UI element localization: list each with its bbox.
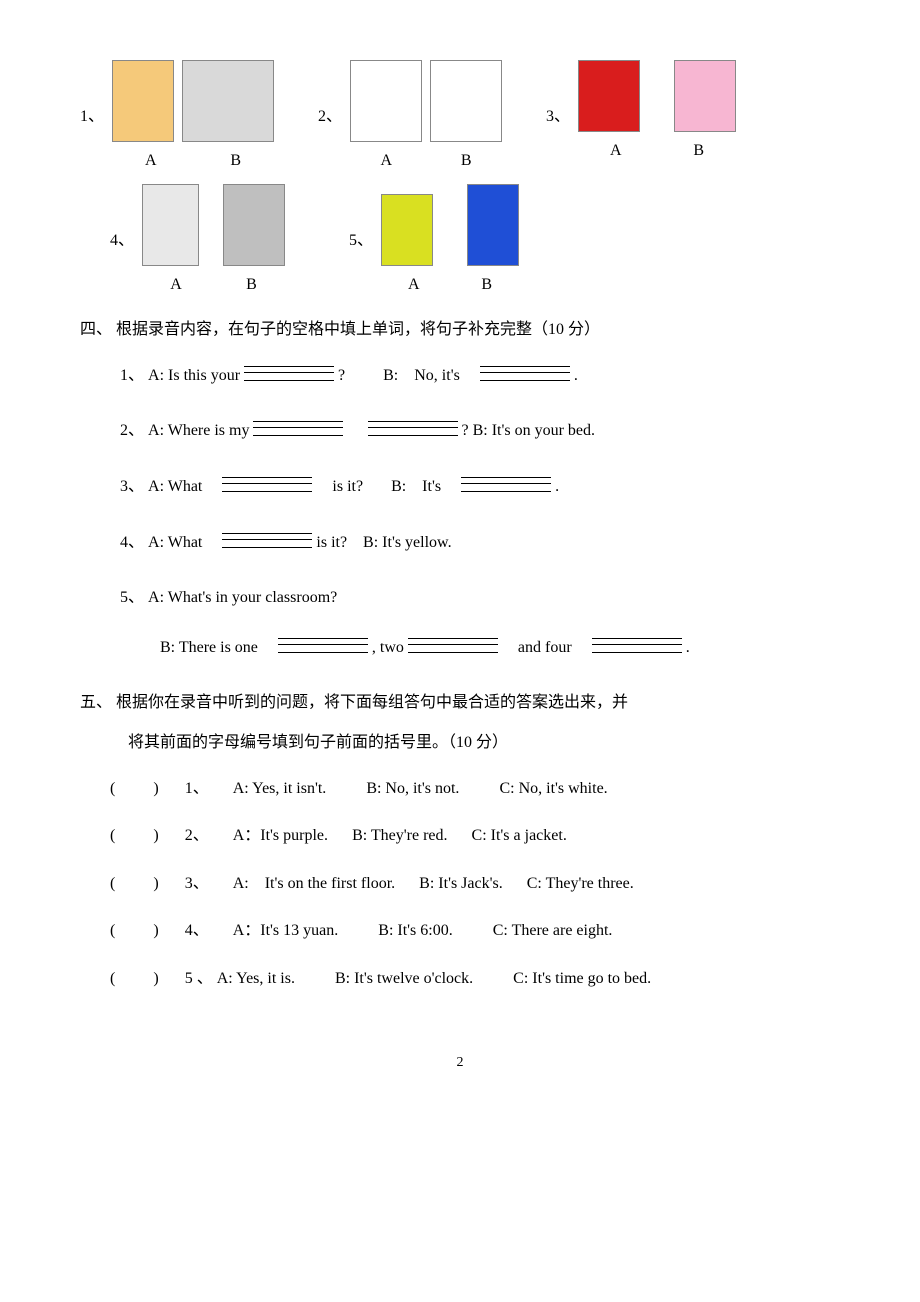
sec5-q4: ( ) 4、 A：It's 13 yuan. B: It's 6:00. C: … bbox=[110, 918, 840, 944]
sec5-q5-num: 5 、 bbox=[185, 970, 213, 987]
sec4-q3-a-pre: A: What bbox=[148, 478, 218, 495]
q1-num: 1、 bbox=[80, 104, 104, 130]
q2-imgA bbox=[350, 60, 422, 142]
sec4-q4-num: 4、 bbox=[120, 534, 144, 551]
sec5-q1: ( ) 1、 A: Yes, it isn't. B: No, it's not… bbox=[110, 776, 840, 802]
paren[interactable]: ( ) bbox=[110, 780, 161, 797]
sec4-q3-b-post: . bbox=[555, 478, 559, 495]
q4-group: A B bbox=[138, 184, 289, 298]
sec4-q5-b-pre: B: There is one bbox=[160, 639, 274, 656]
sec4-q5a: 5、 A: What's in your classroom? bbox=[120, 585, 840, 611]
sec4-q1-a-post: ? bbox=[338, 367, 345, 384]
sec5-q1-a: A: Yes, it isn't. bbox=[233, 780, 327, 797]
sec5-q3-b: B: It's Jack's. bbox=[419, 875, 503, 892]
sec4-q1-b-pre: B: No, it's bbox=[383, 367, 476, 384]
sec5-q2-b: B: They're red. bbox=[352, 827, 447, 844]
sec5-q4-c: C: There are eight. bbox=[493, 922, 613, 939]
q5-imgA bbox=[381, 194, 433, 266]
sec4-q2: 2、 A: Where is my ? B: It's on your bed. bbox=[120, 418, 840, 444]
q5-imgB bbox=[467, 184, 519, 266]
q4-imgB bbox=[223, 184, 285, 266]
page-number: 2 bbox=[80, 1052, 840, 1074]
q4-imgA bbox=[142, 184, 199, 266]
sec4-q5b: B: There is one , two and four . bbox=[160, 635, 840, 661]
sec4-q1: 1、 A: Is this your ? B: No, it's . bbox=[120, 363, 840, 389]
sec4-q5-a: A: What's in your classroom? bbox=[148, 589, 337, 606]
paren[interactable]: ( ) bbox=[110, 875, 161, 892]
q3-imgA bbox=[578, 60, 640, 132]
q2-labelA: A bbox=[380, 148, 392, 174]
sec4-q1-a-pre: A: Is this your bbox=[148, 367, 244, 384]
sec5-q5-b: B: It's twelve o'clock. bbox=[335, 970, 473, 987]
q3-labelA: A bbox=[610, 138, 622, 164]
q1-labelB: B bbox=[230, 148, 241, 174]
q4-labelB: B bbox=[246, 272, 257, 298]
q5-num: 5、 bbox=[349, 228, 373, 254]
sec4-q5-b-mid2: and four bbox=[502, 639, 588, 656]
sec5-q1-num: 1、 bbox=[185, 780, 209, 797]
q5-labelA: A bbox=[408, 272, 420, 298]
sec4-q2-a-pre: A: Where is my bbox=[148, 422, 253, 439]
q2-labelB: B bbox=[461, 148, 472, 174]
sec4-q2-a-post: ? B: It's on your bed. bbox=[462, 422, 596, 439]
sec5-q2-c: C: It's a jacket. bbox=[472, 827, 567, 844]
sec5-q5: ( ) 5 、 A: Yes, it is. B: It's twelve o'… bbox=[110, 966, 840, 992]
sec5-title2: 将其前面的字母编号填到句子前面的括号里。（10 分） bbox=[128, 730, 840, 756]
sec5-q3-num: 3、 bbox=[185, 875, 209, 892]
sec4-q3: 3、 A: What is it? B: It's . bbox=[120, 474, 840, 500]
q2-group: A B bbox=[346, 60, 506, 174]
sec5-q3-a: A: It's on the first floor. bbox=[233, 875, 395, 892]
q1-group: A B bbox=[108, 60, 278, 174]
q2-num: 2、 bbox=[318, 104, 342, 130]
q4-num: 4、 bbox=[110, 228, 134, 254]
sec5-title1: 五、 根据你在录音中听到的问题，将下面每组答句中最合适的答案选出来，并 bbox=[80, 690, 840, 716]
q3-labelB: B bbox=[693, 138, 704, 164]
q1-imgB bbox=[182, 60, 274, 142]
sec4-q1-b-post: . bbox=[574, 367, 578, 384]
sec4-q3-a-mid: is it? bbox=[316, 478, 363, 495]
sec5-q1-b: B: No, it's not. bbox=[366, 780, 459, 797]
paren[interactable]: ( ) bbox=[110, 922, 161, 939]
q3-num: 3、 bbox=[546, 104, 570, 130]
sec4-q4: 4、 A: What is it? B: It's yellow. bbox=[120, 530, 840, 556]
sec4-q5-b-mid1: , two bbox=[372, 639, 408, 656]
sec5-q5-c: C: It's time go to bed. bbox=[513, 970, 651, 987]
q3-imgB bbox=[674, 60, 736, 132]
q4-labelA: A bbox=[170, 272, 182, 298]
sec4-title: 四、 根据录音内容，在句子的空格中填上单词，将句子补充完整（10 分） bbox=[80, 317, 840, 343]
sec5-q2: ( ) 2、 A：It's purple. B: They're red. C:… bbox=[110, 823, 840, 849]
q5-labelB: B bbox=[481, 272, 492, 298]
q1-labelA: A bbox=[145, 148, 157, 174]
q5-group: A B bbox=[377, 184, 523, 298]
q3-group: A B bbox=[574, 60, 740, 164]
worksheet-page: 1、 A B 2、 A B 3、 bbox=[0, 0, 920, 1114]
sec5-q3: ( ) 3、 A: It's on the first floor. B: It… bbox=[110, 871, 840, 897]
sec5-q2-num: 2、 bbox=[185, 827, 209, 844]
sec5-q5-a: A: Yes, it is. bbox=[217, 970, 295, 987]
sec5-q4-a: A：It's 13 yuan. bbox=[233, 922, 339, 939]
sec4-q1-num: 1、 bbox=[120, 367, 144, 384]
sec5-q4-b: B: It's 6:00. bbox=[378, 922, 452, 939]
image-row-1: 1、 A B 2、 A B 3、 bbox=[80, 60, 840, 174]
sec5-q3-c: C: They're three. bbox=[527, 875, 634, 892]
image-row-2: 4、 A B 5、 A B bbox=[110, 184, 840, 298]
sec4-q2-num: 2、 bbox=[120, 422, 144, 439]
sec4-q4-a-pre: A: What bbox=[148, 534, 218, 551]
sec4-q4-a-post: is it? B: It's yellow. bbox=[316, 534, 451, 551]
paren[interactable]: ( ) bbox=[110, 970, 161, 987]
sec5-q4-num: 4、 bbox=[185, 922, 209, 939]
sec4-q2-a-mid bbox=[347, 422, 363, 439]
sec4-q5-num: 5、 bbox=[120, 589, 144, 606]
sec4-q5-b-post: . bbox=[686, 639, 690, 656]
sec4-q3-num: 3、 bbox=[120, 478, 144, 495]
q2-imgB bbox=[430, 60, 502, 142]
sec5-q1-c: C: No, it's white. bbox=[499, 780, 607, 797]
sec5-q2-a: A：It's purple. bbox=[233, 827, 328, 844]
q1-imgA bbox=[112, 60, 174, 142]
paren[interactable]: ( ) bbox=[110, 827, 161, 844]
sec4-q3-b-pre: B: It's bbox=[391, 478, 457, 495]
